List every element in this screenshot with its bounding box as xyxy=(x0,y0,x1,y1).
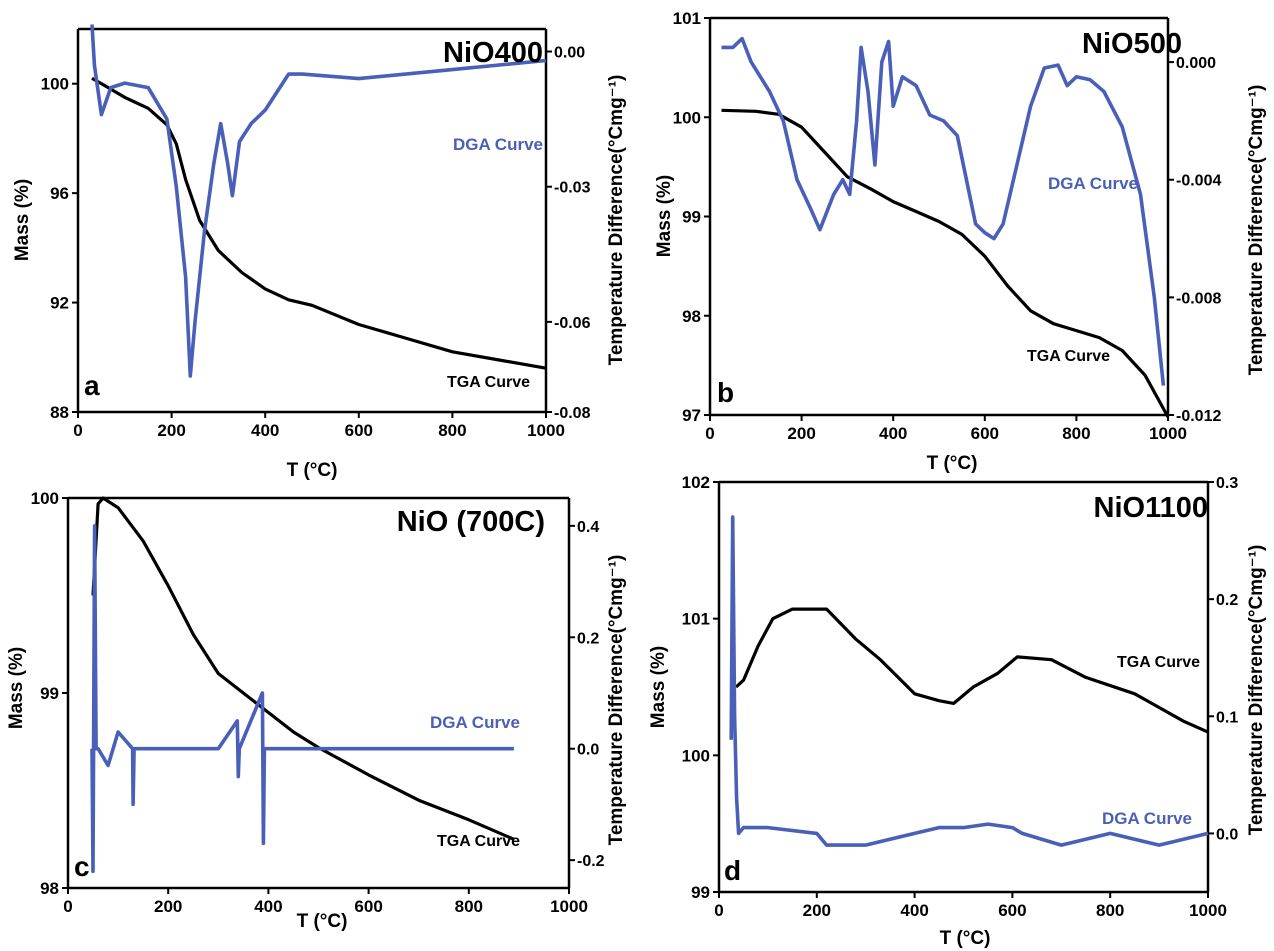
dga-curve xyxy=(90,24,547,378)
tga-curve xyxy=(735,607,1209,734)
y-axis-label: Mass (%) xyxy=(12,179,33,261)
y2-tick-label: 0.000 xyxy=(1176,55,1216,72)
panel-letter: a xyxy=(84,370,100,401)
y-tick-label: 88 xyxy=(50,403,69,422)
y2-tick-label: -0.004 xyxy=(1176,173,1221,190)
x-tick-label: 0 xyxy=(705,424,714,443)
x-tick-label: 400 xyxy=(254,897,282,916)
y-tick-label: 99 xyxy=(691,883,710,902)
x-tick-label: 800 xyxy=(438,421,466,440)
y2-tick-label: -0.03 xyxy=(554,180,591,197)
x-tick-label: 400 xyxy=(879,424,907,443)
panel-a: 0 200 400 600 800 1000 88 92 96 100 -0.08 -0.06 -0.0… xyxy=(12,24,627,481)
x-tick-label: 200 xyxy=(154,897,182,916)
y-tick-label: 97 xyxy=(682,406,701,425)
x-tick-label: 800 xyxy=(455,897,483,916)
tga-curve-label: TGA Curve xyxy=(1117,654,1200,671)
x-tick-label: 200 xyxy=(787,424,815,443)
y2-tick-label: -0.08 xyxy=(554,405,591,422)
y-axis-label: Mass (%) xyxy=(654,175,675,257)
x-tick-label: 800 xyxy=(1062,424,1090,443)
dga-curve xyxy=(721,36,1166,386)
dga-curve-label: DGA Curve xyxy=(1102,809,1192,828)
y2-tick-label: 0.00 xyxy=(554,45,585,62)
x-tick-label: 0 xyxy=(73,421,82,440)
y2-axis-label: Temperature Difference(°Cmg⁻¹) xyxy=(606,75,627,366)
y-tick-label: 99 xyxy=(682,208,701,227)
x-tick-label: 600 xyxy=(998,901,1026,920)
dga-curve xyxy=(729,515,1209,847)
x-tick-label: 600 xyxy=(345,421,373,440)
y-tick-label: 101 xyxy=(673,9,701,28)
y-tick-label: 100 xyxy=(31,489,59,508)
y-tick-label: 99 xyxy=(40,684,59,703)
x-axis-label: T (°C) xyxy=(940,928,991,949)
x-tick-label: 600 xyxy=(354,897,382,916)
dga-curve-label: DGA Curve xyxy=(453,135,543,154)
y2-tick-label: 0.0 xyxy=(577,742,599,759)
y2-tick-label: -0.2 xyxy=(577,853,605,870)
y-tick-label: 100 xyxy=(682,746,710,765)
x-tick-label: 1000 xyxy=(1189,901,1227,920)
y2-tick-label: 0.1 xyxy=(1216,709,1238,726)
tga-curve xyxy=(91,496,515,841)
y-axis-label: Mass (%) xyxy=(6,647,27,729)
x-tick-label: 400 xyxy=(900,901,928,920)
y-tick-label: 100 xyxy=(41,75,69,94)
panel-title: NiO1100 xyxy=(1094,492,1208,524)
y-tick-label: 96 xyxy=(50,184,69,203)
y-tick-label: 100 xyxy=(673,108,701,127)
x-tick-label: 200 xyxy=(803,901,831,920)
x-tick-label: 0 xyxy=(63,897,72,916)
panel-c: 0 200 400 600 800 1000 98 99 100 -0.2 0.0 0.2 0.4 T (… xyxy=(6,489,627,932)
x-tick-label: 1000 xyxy=(550,897,588,916)
y2-tick-label: 0.2 xyxy=(1216,592,1238,609)
y2-tick-label: 0.4 xyxy=(577,519,599,536)
x-tick-label: 400 xyxy=(251,421,279,440)
tga-curve-label: TGA Curve xyxy=(1027,348,1110,365)
panel-title: NiO (700C) xyxy=(397,506,545,538)
x-tick-label: 600 xyxy=(971,424,999,443)
y2-tick-label: 0.2 xyxy=(577,630,599,647)
y2-tick-label: 0.3 xyxy=(1216,475,1238,492)
y2-tick-label: 0.0 xyxy=(1216,826,1238,843)
dga-curve xyxy=(90,524,514,874)
tga-curve-label: TGA Curve xyxy=(437,833,520,850)
x-tick-label: 1000 xyxy=(527,421,565,440)
y2-tick-label: -0.06 xyxy=(554,315,591,332)
x-tick-label: 0 xyxy=(714,901,723,920)
panel-title: NiO500 xyxy=(1082,28,1182,60)
x-axis-label: T (°C) xyxy=(297,911,348,932)
y-tick-label: 92 xyxy=(50,294,69,313)
panel-letter: b xyxy=(717,377,734,408)
panel-letter: c xyxy=(74,851,90,882)
y-tick-label: 102 xyxy=(682,473,710,492)
panel-letter: d xyxy=(724,855,741,886)
y2-tick-label: -0.012 xyxy=(1176,408,1221,425)
y2-axis-label: Temperature Difference(°Cmg⁻¹) xyxy=(1246,545,1267,836)
x-tick-label: 800 xyxy=(1096,901,1124,920)
tga-curve-label: TGA Curve xyxy=(447,374,530,391)
dga-curve-label: DGA Curve xyxy=(1048,174,1138,193)
tga-curve xyxy=(91,76,547,370)
y2-axis-label: Temperature Difference(°Cmg⁻¹) xyxy=(1246,85,1267,376)
x-tick-label: 200 xyxy=(157,421,185,440)
x-tick-label: 1000 xyxy=(1149,424,1187,443)
panel-title: NiO400 xyxy=(443,37,543,69)
y-tick-label: 101 xyxy=(682,610,710,629)
x-axis-label: T (°C) xyxy=(927,453,978,474)
dga-curve-label: DGA Curve xyxy=(430,713,520,732)
y-tick-label: 98 xyxy=(682,307,701,326)
panel-d: 0 200 400 600 800 1000 99 100 101 102 0.0 0.1 0.2 0.3… xyxy=(648,473,1267,949)
y-axis-label: Mass (%) xyxy=(648,646,669,728)
panel-b: 0 200 400 600 800 1000 97 98 99 100 101 -0.012 -0.00… xyxy=(654,9,1267,474)
y-tick-label: 98 xyxy=(40,879,59,898)
y2-tick-label: -0.008 xyxy=(1176,290,1221,307)
x-axis-label: T (°C) xyxy=(287,460,338,481)
tga-curve xyxy=(721,108,1170,418)
y2-axis-label: Temperature Difference(°Cmg⁻¹) xyxy=(606,555,627,846)
